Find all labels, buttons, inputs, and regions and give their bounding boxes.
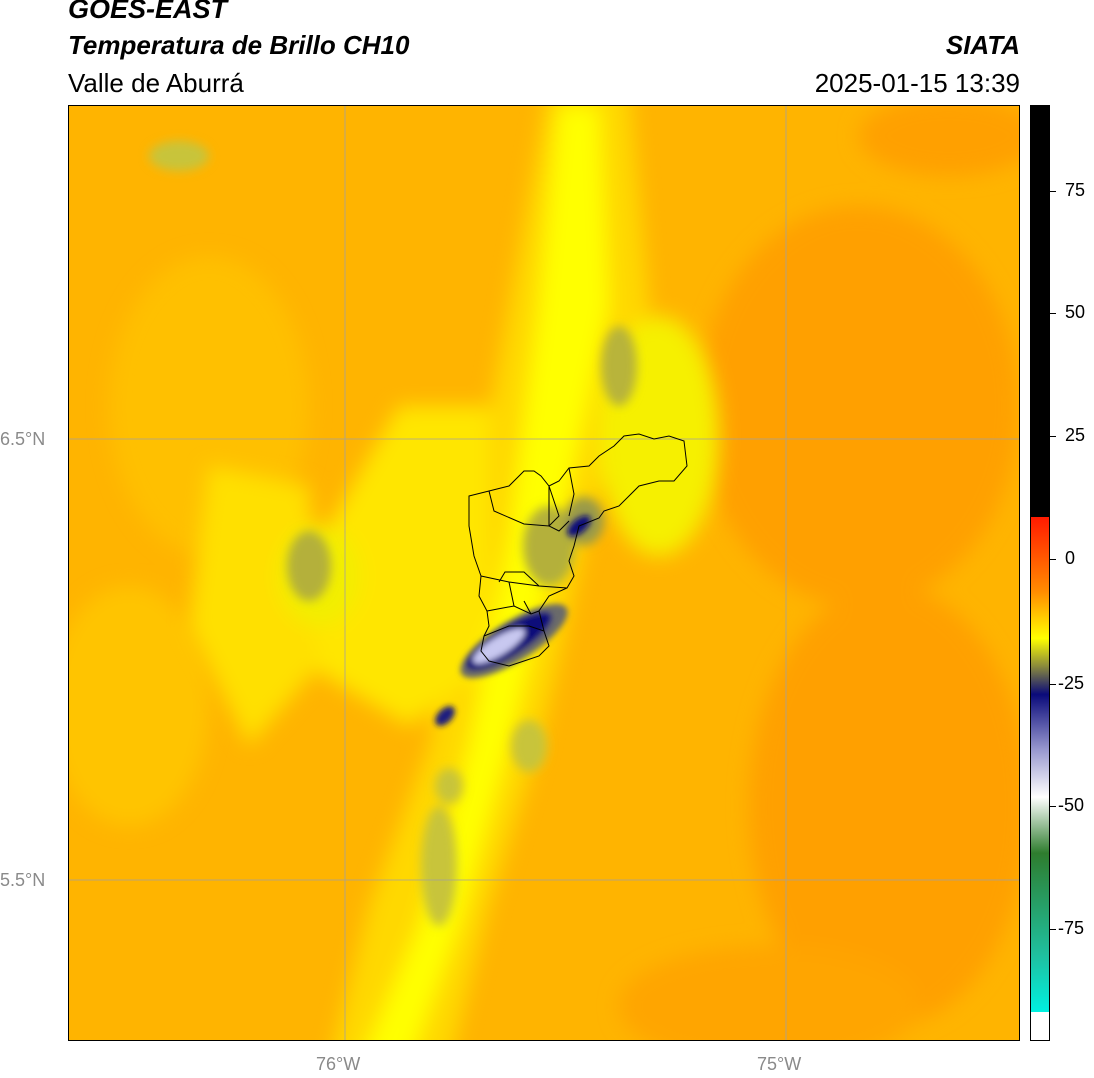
colorbar-tick [1050, 929, 1056, 930]
colorbar-label-minus-75: -75 [1058, 918, 1085, 938]
lon-label-75w: 75°W [757, 1054, 802, 1074]
colorbar-label-minus-50: -50 [1058, 795, 1085, 815]
colorbar-label-75: 75 [1065, 180, 1086, 200]
cold-band [189, 106, 719, 1040]
colorbar-tick [1050, 313, 1056, 314]
colorbar-label-25: 25 [1065, 425, 1086, 445]
lat-label-5-5: 5.5°N [0, 870, 46, 890]
map-panel [68, 105, 1020, 1041]
colorbar-tick [1050, 559, 1056, 560]
cloud-patches [149, 141, 637, 926]
lat-label-6-5: 6.5°N [0, 429, 46, 449]
municipality-boundaries [468, 433, 688, 667]
map-title: GOES-EAST [68, 0, 228, 24]
colorbar-tick [1050, 191, 1056, 192]
graticule [69, 106, 1019, 1040]
region-label: Valle de Aburrá [68, 68, 244, 98]
colorbar-tick [1050, 684, 1056, 685]
colorbar-label-50: 50 [1065, 302, 1086, 322]
colorbar [1030, 105, 1050, 1041]
colorbar-label-minus-25: -25 [1058, 673, 1085, 693]
colorbar-tick [1050, 806, 1056, 807]
timestamp: 2025-01-15 13:39 [814, 68, 1020, 98]
map-subtitle: Temperatura de Brillo CH10 [68, 30, 410, 60]
lon-label-76w: 76°W [316, 1054, 361, 1074]
colorbar-tick [1050, 436, 1056, 437]
brightness-temperature-map [69, 106, 1019, 1040]
colorbar-label-0: 0 [1065, 548, 1076, 568]
agency-label: SIATA [945, 30, 1020, 60]
